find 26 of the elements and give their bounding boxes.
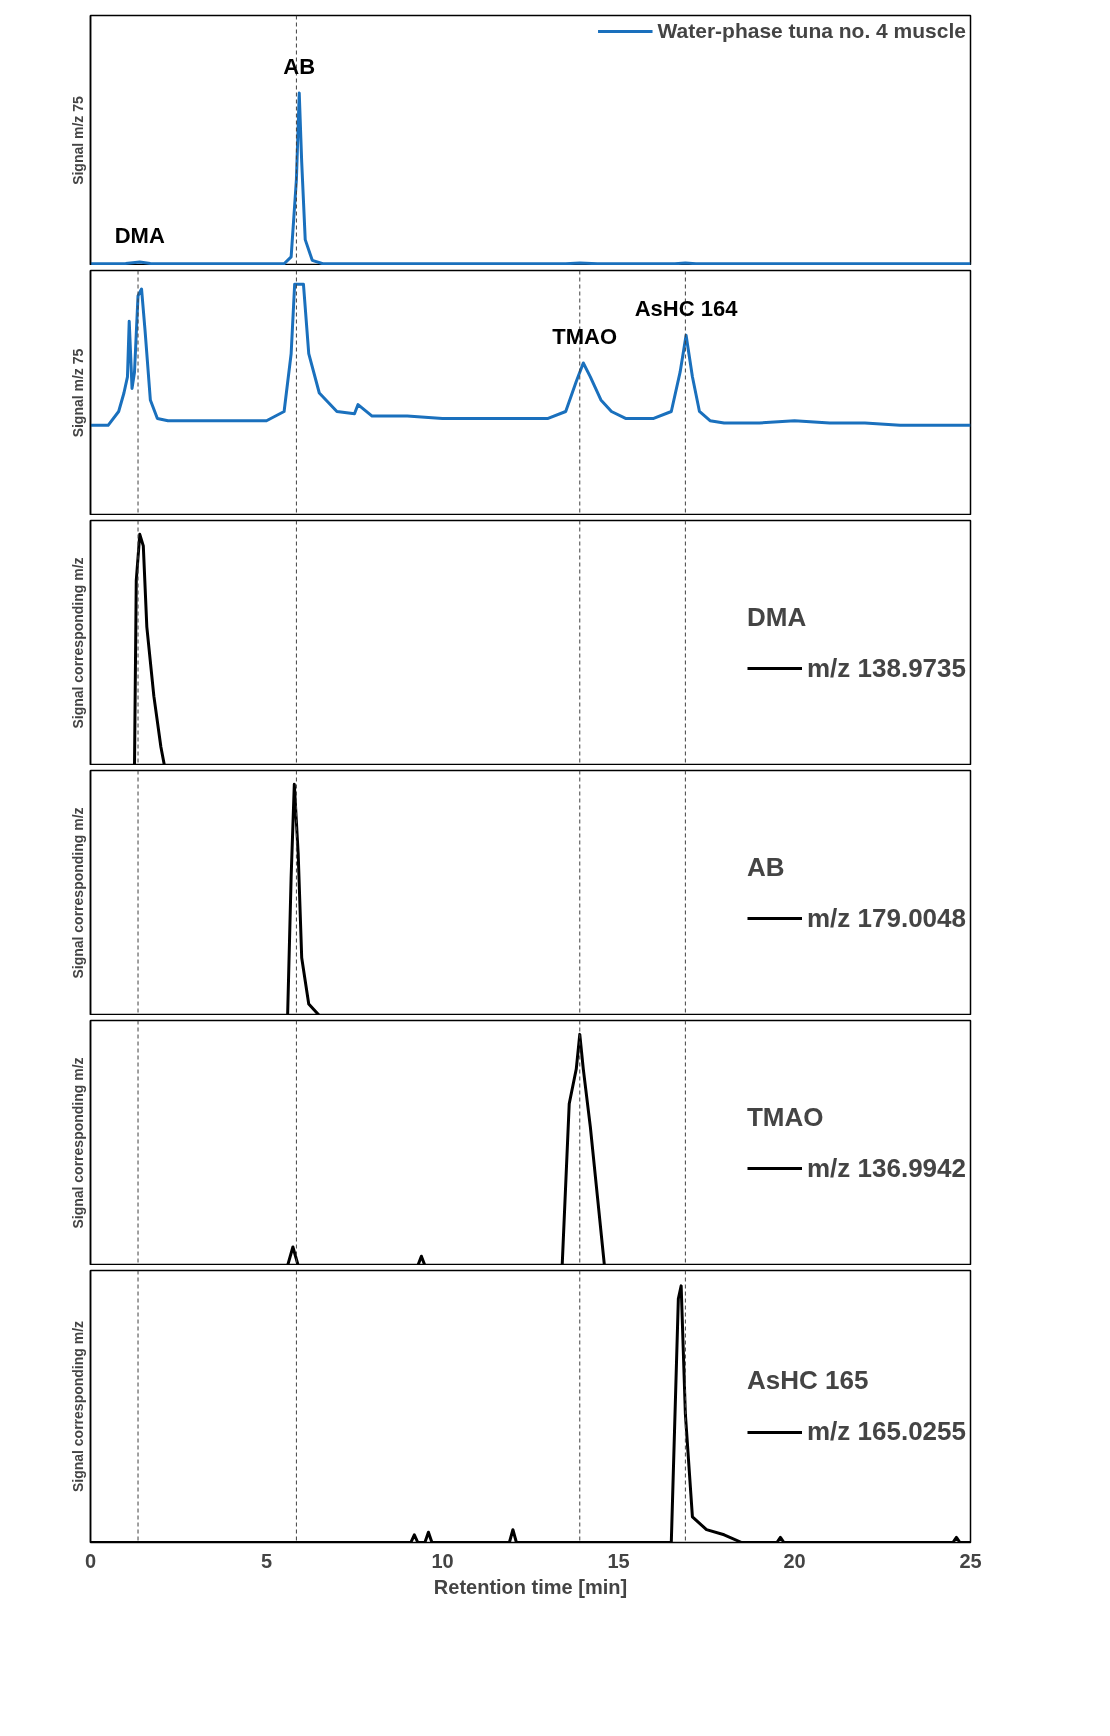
- legend-title: TMAO: [746, 1101, 825, 1133]
- x-tick-label: 25: [959, 1549, 982, 1572]
- y-axis-title: Signal corresponding m/z: [69, 1320, 86, 1493]
- y-axis-title: Signal m/z 75: [69, 95, 86, 185]
- legend-title: AB: [746, 851, 786, 883]
- x-tick-label: 20: [783, 1549, 806, 1572]
- legend-label: m/z 138.9735: [806, 652, 966, 684]
- annotation: DMA: [114, 223, 165, 249]
- y-axis-title: Signal corresponding m/z: [69, 1057, 86, 1229]
- x-axis-title: Retention time [min]: [433, 1575, 628, 1598]
- legend-title: DMA: [746, 601, 808, 633]
- annotation: TMAO: [552, 323, 618, 349]
- x-tick-label: 5: [260, 1549, 273, 1572]
- y-axis-title: Signal m/z 75: [69, 348, 86, 438]
- annotation: AsHC 164: [634, 296, 739, 322]
- x-tick-label: 0: [84, 1549, 97, 1572]
- legend-label: m/z 165.0255: [806, 1416, 966, 1447]
- x-tick-label: 10: [431, 1549, 454, 1572]
- legend-label: m/z 136.9942: [806, 1152, 966, 1184]
- x-tick-label: 15: [607, 1549, 630, 1572]
- legend-label: m/z 179.0048: [806, 902, 966, 934]
- legend-label: Water-phase tuna no. 4 muscle: [657, 19, 966, 43]
- annotation: AB: [283, 54, 316, 80]
- y-axis-title: Signal corresponding m/z: [69, 807, 86, 979]
- y-axis-title: Signal corresponding m/z: [69, 557, 86, 729]
- legend-title: AsHC 165: [746, 1365, 870, 1396]
